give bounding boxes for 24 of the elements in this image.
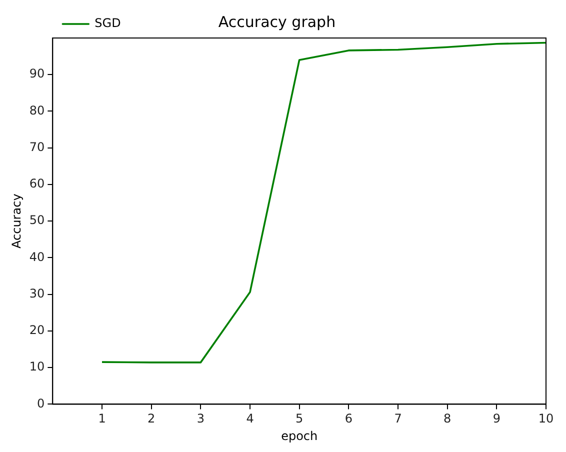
y-tick-label: 20 bbox=[29, 323, 45, 338]
x-tick-label: 2 bbox=[148, 412, 156, 426]
y-tick-label: 80 bbox=[29, 103, 45, 118]
x-tick-label: 3 bbox=[196, 412, 204, 426]
x-tick-label: 4 bbox=[246, 412, 254, 426]
y-tick-label: 50 bbox=[29, 213, 45, 228]
chart-title: Accuracy graph bbox=[218, 12, 336, 31]
y-tick-label: 90 bbox=[29, 66, 45, 81]
y-tick-label: 10 bbox=[29, 360, 45, 374]
x-tick-label: 7 bbox=[394, 412, 402, 426]
x-tick-label: 8 bbox=[444, 412, 452, 426]
y-tick-label: 30 bbox=[29, 286, 45, 300]
y-tick-label: 40 bbox=[29, 250, 45, 264]
x-tick-label: 10 bbox=[538, 412, 554, 426]
y-tick-label: 60 bbox=[29, 176, 45, 191]
y-axis-title: Accuracy bbox=[9, 194, 24, 248]
legend-label: SGD bbox=[94, 16, 121, 30]
x-axis-title: epoch bbox=[281, 428, 318, 443]
y-tick-label: 0 bbox=[37, 396, 45, 410]
x-tick-label: 1 bbox=[98, 412, 106, 426]
x-tick-label: 9 bbox=[492, 412, 500, 426]
y-tick-label: 70 bbox=[29, 140, 45, 154]
x-tick-label: 6 bbox=[344, 412, 352, 426]
x-tick-label: 5 bbox=[296, 412, 304, 426]
